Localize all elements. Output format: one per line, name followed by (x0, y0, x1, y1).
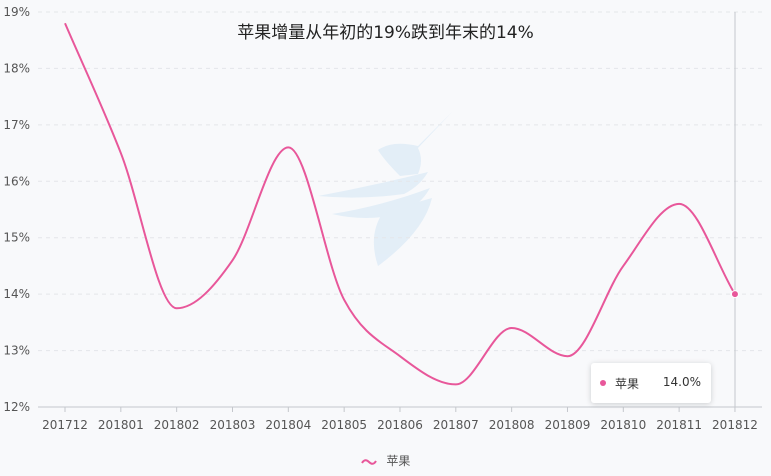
tooltip-value: 14.0% (662, 375, 701, 389)
data-point-highlight[interactable] (730, 290, 739, 299)
x-tick-label: 201809 (545, 418, 591, 432)
tooltip: 苹果 14.0% (591, 363, 711, 403)
tooltip-series-dot (600, 380, 606, 386)
x-tick-label: 201805 (321, 418, 367, 432)
x-tick-label: 201802 (154, 418, 200, 432)
y-tick-label: 12% (3, 400, 30, 414)
y-tick-label: 18% (3, 61, 30, 75)
x-tick-label: 201812 (712, 418, 758, 432)
x-tick-label: 201801 (98, 418, 144, 432)
x-tick-label: 201806 (377, 418, 423, 432)
x-tick-label: 201803 (210, 418, 256, 432)
y-tick-label: 13% (3, 344, 30, 358)
x-tick-label: 201808 (489, 418, 535, 432)
legend-label: 苹果 (386, 454, 411, 468)
y-tick-label: 15% (3, 231, 30, 245)
legend[interactable]: 苹果 (0, 452, 771, 469)
chart-title: 苹果增量从年初的19%跌到年末的14% (237, 23, 534, 43)
bird-watermark-icon (318, 112, 452, 266)
y-tick-label: 14% (3, 287, 30, 301)
y-tick-label: 17% (3, 118, 30, 132)
series-line-apple (64, 22, 736, 386)
x-tick-label: 201811 (656, 418, 702, 432)
tooltip-series-name: 苹果 (615, 377, 640, 391)
x-tick-label: 201807 (433, 418, 479, 432)
y-tick-label: 19% (3, 5, 30, 19)
y-tick-label: 16% (3, 174, 30, 188)
legend-line-icon (360, 458, 377, 465)
x-tick-label: 201804 (265, 418, 311, 432)
x-tick-label: 201810 (600, 418, 646, 432)
x-tick-label: 201712 (42, 418, 88, 432)
